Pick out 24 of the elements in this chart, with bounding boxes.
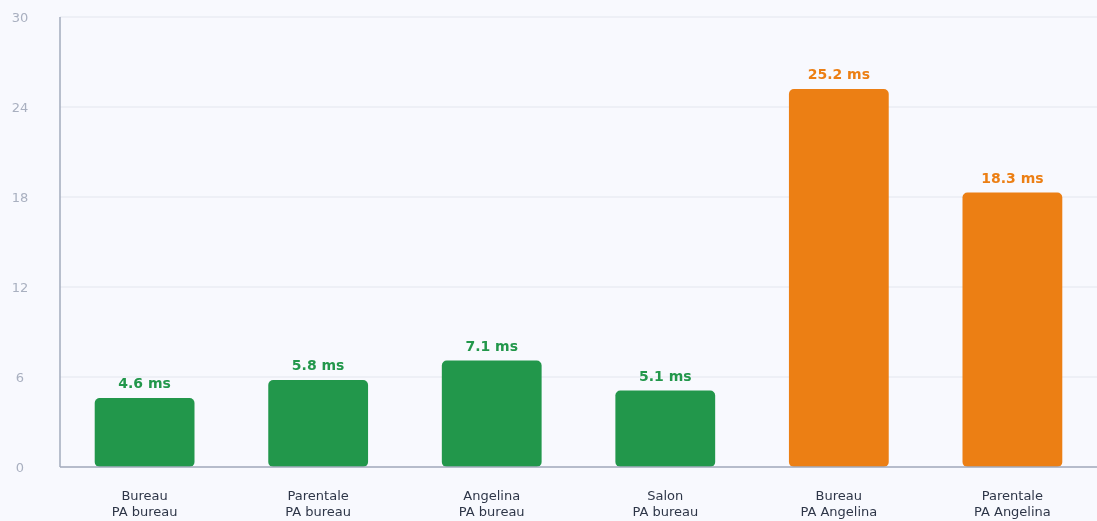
data-label: 7.1 ms (465, 337, 519, 354)
bar (615, 390, 716, 467)
data-label: 5.1 ms (638, 367, 692, 384)
data-label: 4.6 ms (118, 375, 171, 391)
x-tick-label: Parentale PA Angelina (973, 488, 1051, 519)
data-label: 5.8 ms (291, 357, 345, 373)
bar (962, 192, 1063, 467)
y-tick-label: 24 (11, 99, 29, 115)
x-tick-label: Parentale PA bureau (285, 488, 352, 519)
data-label: 18.3 ms (981, 169, 1044, 186)
data-label: 25.2 ms (807, 66, 871, 82)
bar (94, 398, 195, 467)
y-tick-label: 18 (11, 189, 29, 205)
x-tick-label: Angelina PA bureau (458, 488, 525, 519)
bar (268, 380, 369, 467)
y-tick-label: 0 (15, 459, 25, 475)
y-tick-label: 6 (15, 369, 25, 385)
y-tick-label: 30 (11, 9, 29, 25)
bar (441, 360, 542, 467)
y-tick-label: 12 (11, 279, 29, 295)
x-tick-label: Bureau PA bureau (111, 488, 178, 519)
bar (788, 89, 889, 467)
x-tick-label: Salon PA bureau (632, 488, 699, 519)
x-tick-label: Bureau PA Angelina (800, 488, 878, 519)
